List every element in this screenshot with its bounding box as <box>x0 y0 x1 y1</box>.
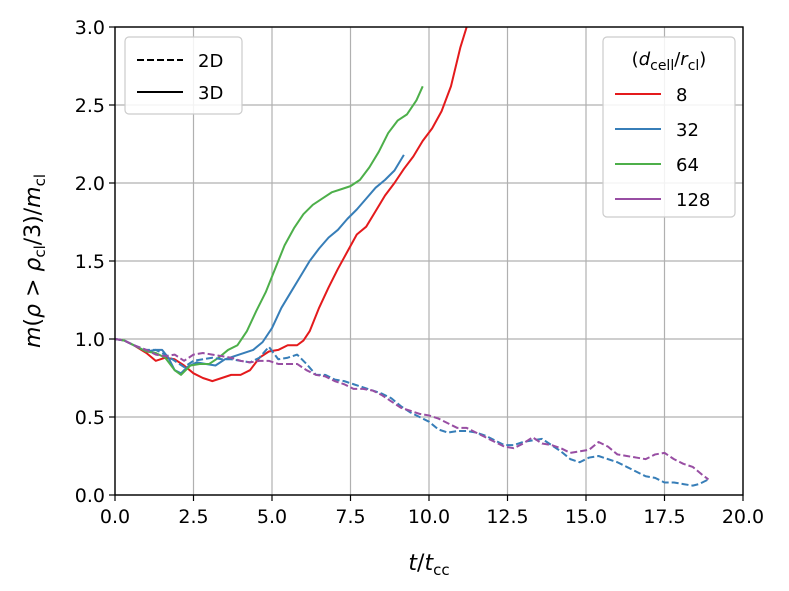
style-legend-label: 3D <box>198 83 223 104</box>
y-tick-label: 1.5 <box>75 251 105 273</box>
style-legend: 2D 3D <box>124 36 243 115</box>
x-tick-label: 15.0 <box>565 506 607 528</box>
ticks: 0.0 2.5 5.0 7.5 10.0 12.5 15.0 17.5 20.0 0.0 0.5 1.… <box>75 17 764 528</box>
x-tick-label: 12.5 <box>486 506 528 528</box>
y-tick-label: 2.0 <box>75 173 105 195</box>
y-axis-label: m(ρ > ρcl/3)/mcl <box>21 174 49 348</box>
y-tick-label: 3.0 <box>75 17 105 39</box>
y-tick-label: 0.5 <box>75 407 105 429</box>
x-tick-label: 2.5 <box>178 506 208 528</box>
resolution-legend-label: 32 <box>676 120 699 141</box>
style-legend-label: 2D <box>198 51 223 72</box>
x-tick-label: 17.5 <box>643 506 685 528</box>
series-line-128-2d <box>115 338 710 481</box>
x-tick-label: 7.5 <box>335 506 365 528</box>
resolution-legend-box <box>602 36 736 218</box>
resolution-legend-title: (dcell/rcl) <box>632 49 707 74</box>
resolution-legend: (dcell/rcl) 8 32 64 128 <box>602 36 736 218</box>
series-line-32-3d <box>115 154 405 375</box>
series-line-64-3d <box>115 85 424 376</box>
series-layer <box>115 27 710 487</box>
y-tick-label: 0.0 <box>75 485 105 507</box>
resolution-legend-label: 64 <box>676 155 699 176</box>
series-line-8-3d <box>115 27 468 383</box>
resolution-legend-label: 128 <box>676 190 710 211</box>
x-tick-label: 0.0 <box>100 506 130 528</box>
x-tick-label: 10.0 <box>408 506 450 528</box>
series-line-32-2d <box>115 338 709 487</box>
style-legend-box <box>124 36 243 115</box>
x-axis-label: t/tcc <box>408 551 449 579</box>
resolution-legend-label: 8 <box>676 85 687 106</box>
x-tick-label: 20.0 <box>722 506 764 528</box>
y-tick-label: 1.0 <box>75 329 105 351</box>
y-tick-label: 2.5 <box>75 95 105 117</box>
x-tick-label: 5.0 <box>257 506 287 528</box>
